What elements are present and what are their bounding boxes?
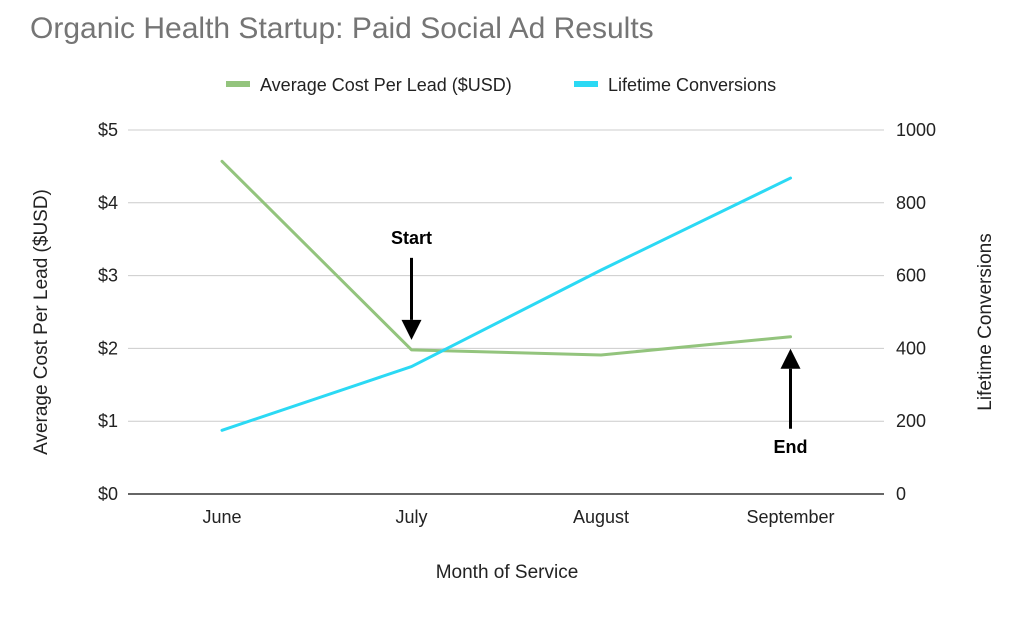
- series-line-lifetime-conversions: [220, 176, 792, 432]
- legend: Average Cost Per Lead ($USD) Lifetime Co…: [226, 75, 776, 95]
- y-right-tick-label: 0: [896, 484, 906, 504]
- y-axis-title-left: Average Cost Per Lead ($USD): [31, 189, 52, 455]
- x-tick-label: August: [573, 507, 629, 527]
- y-right-tick-label: 800: [896, 193, 926, 213]
- annotations: Start End: [391, 228, 808, 457]
- y-left-tick-label: $0: [98, 484, 118, 504]
- legend-label-cost: Average Cost Per Lead ($USD): [260, 75, 512, 95]
- y-left-tick-label: $3: [98, 266, 118, 286]
- x-tick-label: September: [746, 507, 834, 527]
- y-left-tick-label: $1: [98, 411, 118, 431]
- chart-title: Organic Health Startup: Paid Social Ad R…: [30, 12, 654, 45]
- gridlines: [128, 129, 884, 495]
- annotation-arrow-head: [780, 348, 801, 369]
- y-left-tick-label: $5: [98, 120, 118, 140]
- series-layer: [220, 159, 792, 432]
- y-right-tick-label: 600: [896, 266, 926, 286]
- y-left-tick-label: $4: [98, 193, 118, 213]
- y-right-tick-label: 200: [896, 411, 926, 431]
- x-tick-label: June: [202, 507, 241, 527]
- x-axis-title: Month of Service: [436, 562, 579, 583]
- annotation-label: End: [774, 437, 808, 457]
- x-tick-label: July: [395, 507, 427, 527]
- tick-labels: $0 $1 $2 $3 $4 $5 0 200 400 600 800 1000 June July Aug…: [98, 120, 936, 527]
- y-axis-title-right: Lifetime Conversions: [975, 233, 996, 410]
- legend-label-conversions: Lifetime Conversions: [608, 75, 776, 95]
- annotation-arrow-head: [401, 319, 422, 340]
- y-right-tick-label: 1000: [896, 120, 936, 140]
- annotation-label: Start: [391, 228, 432, 248]
- y-right-tick-label: 400: [896, 338, 926, 358]
- y-left-tick-label: $2: [98, 338, 118, 358]
- series-line-cost-per-lead: [220, 159, 792, 357]
